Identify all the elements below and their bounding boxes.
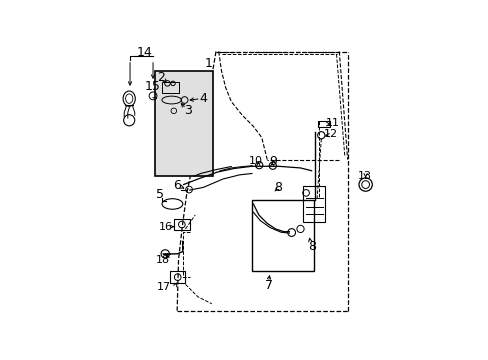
Text: 4: 4 bbox=[199, 91, 206, 105]
Text: 1: 1 bbox=[204, 58, 213, 71]
Text: 7: 7 bbox=[264, 279, 272, 292]
Text: 14: 14 bbox=[137, 46, 152, 59]
Text: 12: 12 bbox=[323, 129, 337, 139]
Text: 3: 3 bbox=[184, 104, 192, 117]
Text: 6: 6 bbox=[172, 179, 180, 193]
Text: 16: 16 bbox=[159, 222, 173, 232]
Bar bbox=[155, 71, 213, 176]
Text: 5: 5 bbox=[155, 188, 163, 201]
Text: 9: 9 bbox=[268, 155, 276, 168]
Bar bbox=[174, 219, 189, 230]
Text: 8: 8 bbox=[307, 240, 316, 253]
Text: 17: 17 bbox=[157, 282, 171, 292]
Text: 2: 2 bbox=[157, 71, 165, 84]
Bar bbox=[251, 200, 314, 270]
Bar bbox=[162, 82, 178, 93]
Text: 13: 13 bbox=[357, 171, 371, 181]
Text: 11: 11 bbox=[325, 118, 339, 128]
Text: 10: 10 bbox=[249, 156, 263, 166]
Bar bbox=[317, 121, 329, 127]
Text: 15: 15 bbox=[145, 81, 161, 94]
Bar bbox=[303, 186, 325, 222]
Text: 18: 18 bbox=[155, 255, 169, 265]
Bar bbox=[170, 271, 185, 283]
Text: 8: 8 bbox=[274, 181, 282, 194]
